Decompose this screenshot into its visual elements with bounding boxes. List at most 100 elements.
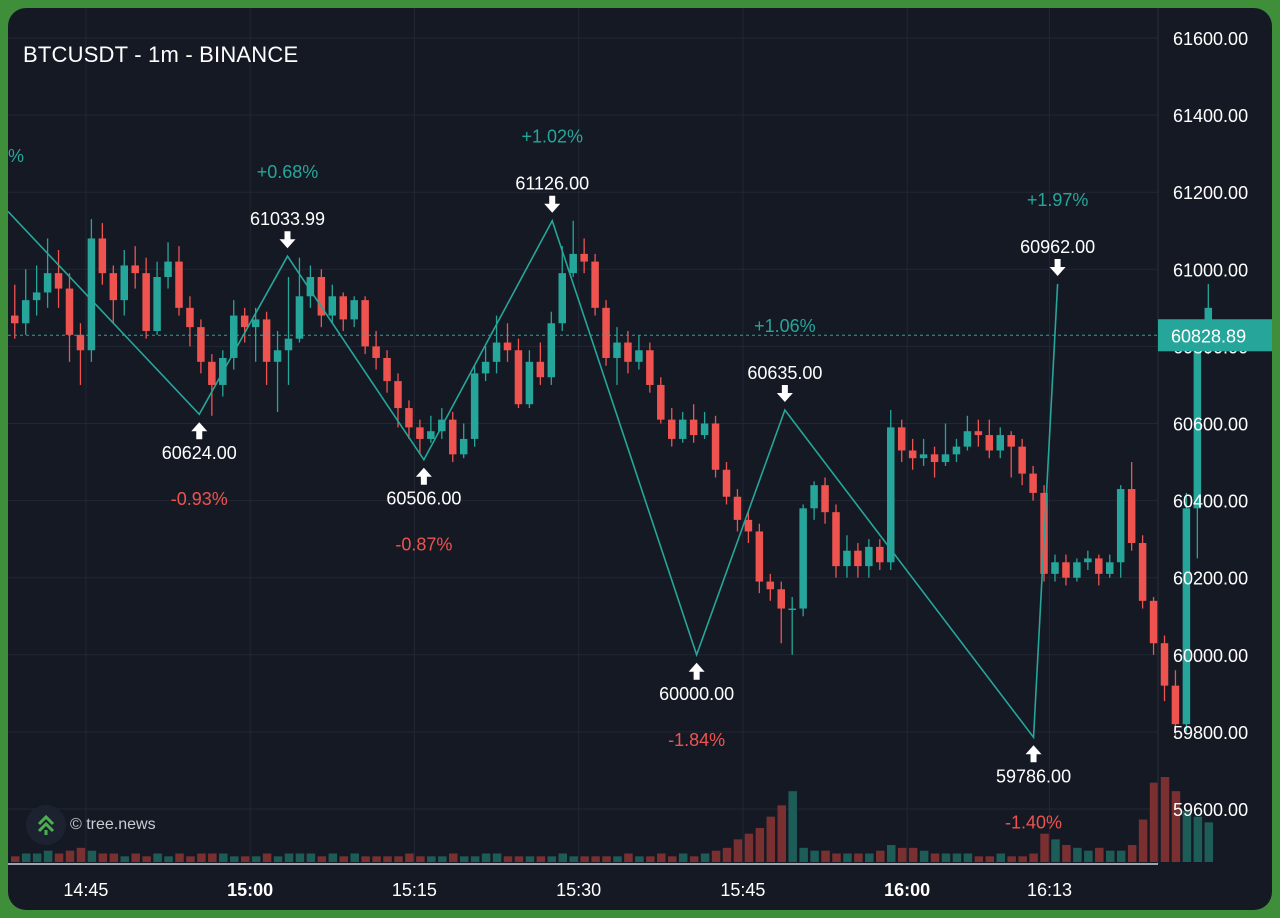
candle-body [569, 253, 577, 274]
volume-bar [525, 856, 535, 862]
price-tick-label: 60600.00 [1173, 415, 1248, 435]
candle-body [525, 361, 534, 405]
volume-bar [897, 847, 907, 862]
volume-bar [361, 856, 370, 862]
volume-bar [711, 850, 721, 862]
volume-bar [887, 845, 896, 862]
price-tick-label: 59600.00 [1173, 800, 1248, 820]
volume-bar [273, 856, 283, 862]
volume-bar [613, 856, 622, 862]
price-tick-label: 61200.00 [1173, 183, 1248, 203]
candlestick-chart[interactable]: 60624.00 -0.93% 61033.99 +0.68% 60506.00 -0.8… [8, 8, 1272, 910]
arrow-down-icon [544, 195, 561, 213]
volume-bar [744, 833, 754, 862]
volume-bar [262, 853, 272, 862]
volume-bar [208, 853, 217, 862]
candle-body [175, 261, 183, 308]
volume-bar [230, 856, 239, 862]
pivot-price-label: 61033.99 [250, 209, 325, 229]
volume-bar [372, 856, 381, 862]
volume-bar [87, 850, 97, 862]
volume-bar [766, 816, 776, 862]
zigzag-layer: 60624.00 -0.93% 61033.99 +0.68% 60506.00 -0.8… [8, 127, 1095, 832]
chart-title: BTCUSDT - 1m - BINANCE [23, 42, 299, 67]
volume-bar [788, 791, 797, 862]
volume-bar [733, 839, 743, 862]
volume-bar [777, 805, 786, 862]
candle-body [689, 419, 698, 436]
volume-bar [405, 853, 414, 862]
candle-body [897, 427, 906, 451]
candle-body [733, 496, 742, 520]
volume-bar [580, 856, 589, 862]
candle-body [339, 296, 347, 320]
candle-body [678, 419, 687, 439]
volume-bar [536, 856, 546, 862]
candle-body [164, 261, 172, 278]
candle-body [470, 373, 479, 439]
volume-bar [251, 856, 261, 862]
arrow-down-icon [776, 385, 793, 403]
price-tick-label: 60000.00 [1173, 646, 1248, 666]
time-axis[interactable]: 14:45 15:00 15:15 15:30 15:45 16:00 16:13 [8, 863, 1158, 900]
candle-body [153, 277, 161, 331]
volume-bar [854, 853, 863, 862]
volume-bar [284, 853, 294, 862]
candle-body [306, 277, 315, 297]
volume-bar [1204, 822, 1214, 862]
volume-bar [1116, 850, 1126, 862]
candle-body [459, 438, 468, 455]
candle-body [120, 265, 128, 301]
candle-body [284, 338, 293, 351]
volume-bar [952, 853, 962, 862]
candle-body [1106, 562, 1114, 574]
pivot-price-label: 60962.00 [1020, 237, 1095, 257]
candle-body [394, 381, 402, 409]
volume-bar [678, 853, 688, 862]
volume-bar [1127, 845, 1137, 862]
candle-body [908, 450, 917, 459]
candle-body [755, 531, 764, 582]
volume-bar [1160, 777, 1170, 862]
time-tick-label: 14:45 [63, 880, 108, 900]
volume-bar [624, 853, 633, 862]
volume-bar [317, 856, 327, 862]
candle-body [777, 589, 785, 609]
candle-body [361, 300, 369, 347]
volume-bar [591, 856, 600, 862]
volume-bar [11, 856, 20, 862]
watermark: © tree.news [26, 805, 156, 845]
candle-body [1116, 489, 1125, 563]
time-tick-label: 15:30 [556, 880, 601, 900]
volume-bar [470, 856, 480, 862]
pivot-price-label: 59786.00 [996, 766, 1071, 786]
arrow-up-icon [191, 422, 208, 440]
arrow-up-icon [1025, 745, 1042, 763]
candle-body [580, 253, 588, 262]
volume-bar [722, 847, 732, 862]
volume-bar [109, 853, 119, 862]
candle-body [32, 292, 41, 301]
price-axis[interactable]: 61600.0061400.0061200.0061000.0060800.00… [1157, 8, 1272, 864]
volume-bar [1073, 847, 1082, 862]
volume-bar [295, 853, 305, 862]
pivot-change-label: -0.93% [171, 489, 228, 509]
volume-bar [32, 853, 42, 862]
candle-body [1007, 435, 1015, 447]
candle-body [591, 261, 599, 308]
time-tick-label: 16:00 [884, 880, 930, 900]
volume-bar [21, 853, 31, 862]
volume-bar [700, 853, 710, 862]
edge-change-label: % [8, 146, 24, 166]
candle-body [876, 546, 884, 563]
price-tick-label: 61400.00 [1173, 106, 1248, 126]
candle-body [843, 550, 851, 567]
candle-body [854, 550, 862, 567]
volume-bar [646, 856, 655, 862]
candle-body [668, 419, 676, 439]
volume-bar [755, 828, 765, 862]
candle-body [941, 454, 950, 463]
current-price-tag [1158, 319, 1272, 352]
volume-bar [339, 856, 348, 862]
candle-body [558, 273, 566, 324]
